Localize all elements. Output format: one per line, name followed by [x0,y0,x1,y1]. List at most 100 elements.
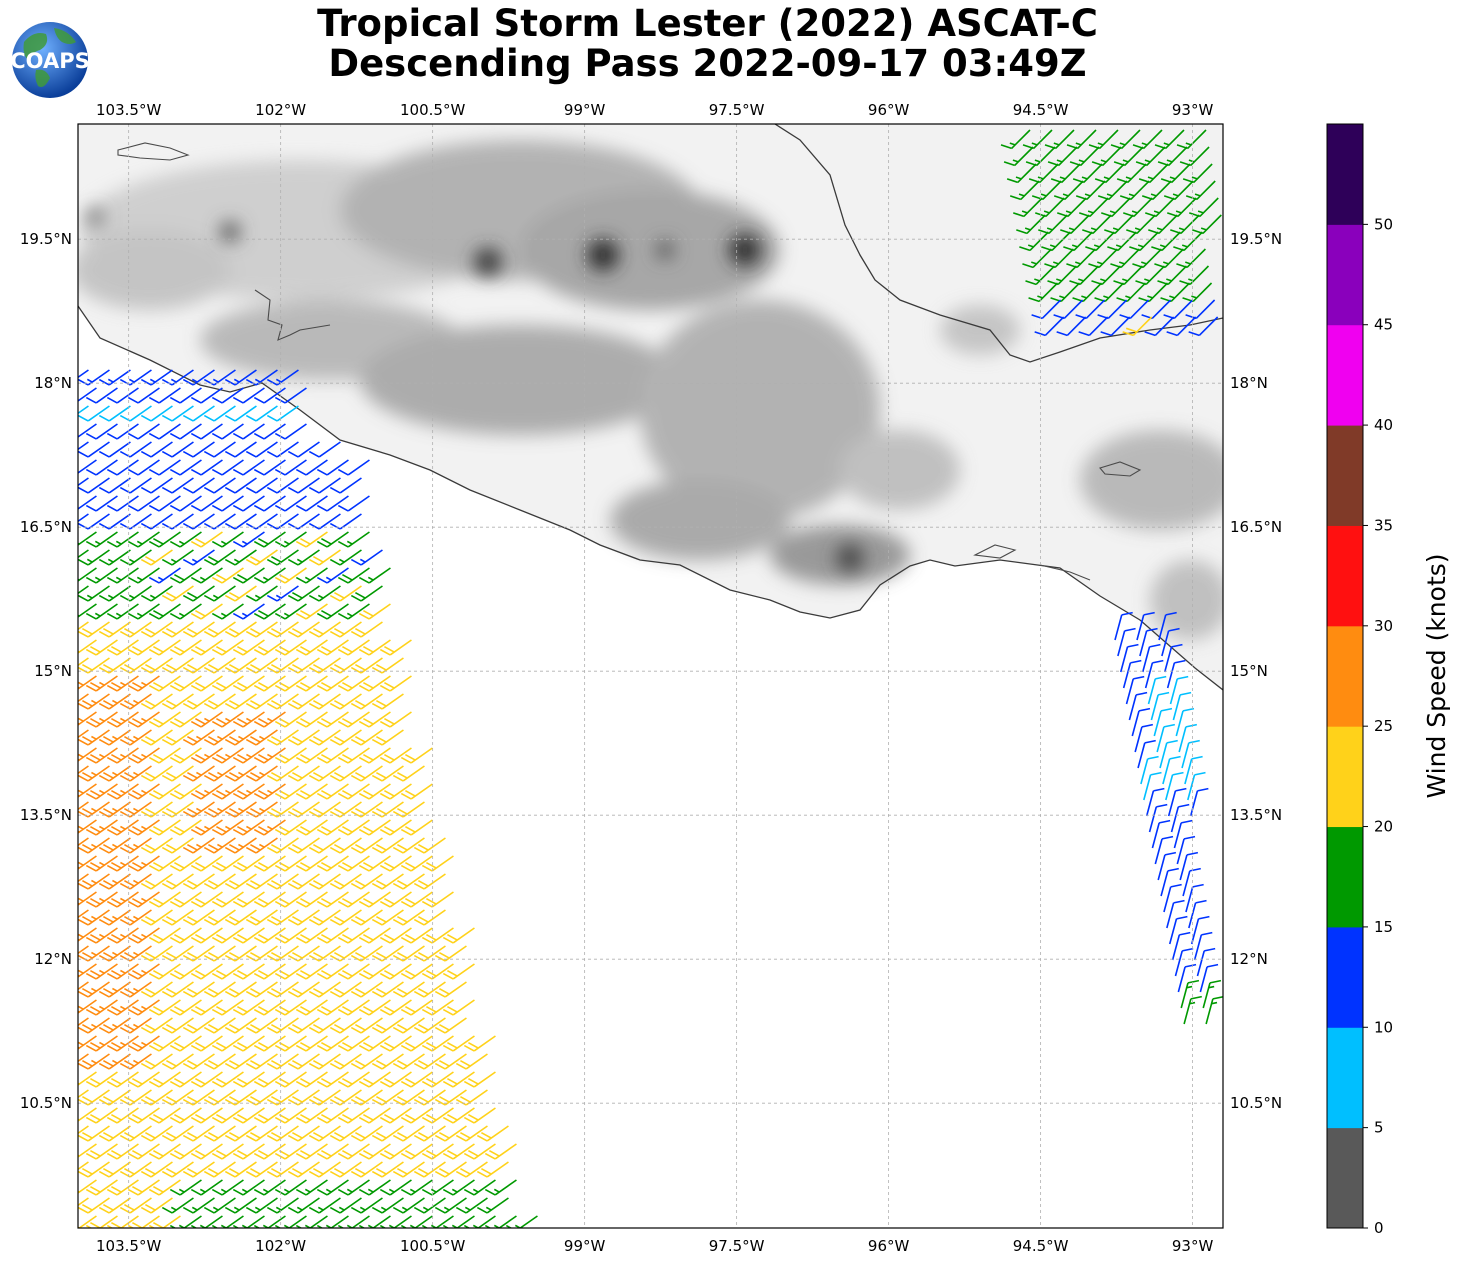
wind-barb [232,1071,265,1088]
wind-barb [203,873,236,890]
wind-barb [442,963,475,980]
wind-barb [232,927,265,944]
wind-barb [182,1089,215,1106]
wind-barb [85,927,118,944]
wind-barb [1175,707,1195,737]
wind-barb [253,639,286,656]
wind-barb [413,1017,446,1034]
wind-barb [224,945,257,962]
wind-barb [232,567,265,584]
wind-barb [78,765,110,782]
wind-barb [392,981,425,998]
wind-barb [232,747,265,764]
wind-barb [371,729,404,746]
wind-barb [140,1053,173,1070]
wind-barb [455,1197,488,1214]
wind-barb [140,1197,173,1214]
wind-barb [1150,691,1170,721]
wind-barb [190,1071,223,1088]
wind-barb [1179,851,1199,881]
wind-barb [287,1161,320,1178]
wind-barb [127,927,160,944]
wind-barb [211,1071,244,1088]
wind-barb [308,657,341,674]
wind-barb [78,999,97,1016]
wind-barb [211,531,244,548]
wind-barb [379,1071,412,1088]
wind-barb [182,405,215,422]
wind-barb [85,1107,118,1124]
wind-barb [329,621,362,638]
wind-barb [140,369,173,386]
wind-barb [190,495,223,512]
wind-barb [358,855,391,872]
wind-barb [287,801,320,818]
wind-barb [484,1179,517,1196]
wind-barb [245,1089,278,1106]
wind-barb [1170,803,1190,833]
wind-barb [148,747,181,764]
wind-barb [190,1179,223,1196]
wind-barb [476,1197,509,1214]
wind-barb [350,1197,383,1214]
wind-barb [169,999,202,1016]
wind-barb [1056,316,1087,337]
wind-barb [316,927,349,944]
wind-barb [78,387,97,404]
wind-barb [295,855,328,872]
wind-barb [169,567,202,584]
wind-barb [442,927,475,944]
wind-barb [442,1107,475,1124]
wind-barb [337,1107,370,1124]
wind-barb [182,1197,215,1214]
wind-barb [78,1107,97,1124]
lat-tick-left: 15°N [34,662,72,680]
wind-barb [182,729,215,746]
wind-barb [190,891,223,908]
wind-barb [224,621,257,638]
lon-tick-top: 96°W [868,101,910,119]
lon-tick-bottom: 94.5°W [1013,1237,1069,1255]
wind-barb [182,801,215,818]
wind-barb [1114,611,1133,641]
wind-barb [308,837,341,854]
wind-barb [1172,691,1192,721]
wind-barb [392,909,425,926]
wind-barb [316,1107,349,1124]
lat-tick-right: 15°N [1230,662,1268,680]
wind-barb [442,1071,475,1088]
wind-barb [224,909,257,926]
wind-barb [371,909,404,926]
wind-barb [337,783,370,800]
lon-tick-bottom: 93°W [1172,1237,1214,1255]
wind-barb [245,657,278,674]
wind-barb [127,999,160,1016]
wind-barb [182,441,215,458]
wind-barb [379,675,412,692]
wind-barb [413,1161,446,1178]
wind-barb [413,837,446,854]
lon-tick-bottom: 103.5°W [96,1237,161,1255]
wind-barb [232,891,265,908]
wind-barb [1185,883,1204,913]
wind-barb [182,909,215,926]
wind-barb [106,1071,139,1088]
wind-barb [106,531,139,548]
wind-barb [350,765,383,782]
wind-barb [1187,771,1206,801]
wind-barb [169,1035,202,1052]
wind-barb [442,999,475,1016]
wind-barb [224,837,257,854]
wind-barb [203,1053,236,1070]
wind-barb [169,423,202,440]
wind-barb [1162,755,1181,785]
wind-barb [140,1161,173,1178]
wind-barb [85,711,118,728]
lon-tick-bottom: 100.5°W [400,1237,465,1255]
wind-barb [371,837,404,854]
lat-tick-right: 16.5°N [1230,518,1282,536]
wind-barb [308,621,341,638]
wind-barb [295,963,328,980]
wind-barb [1151,819,1171,849]
wind-barb [211,711,244,728]
